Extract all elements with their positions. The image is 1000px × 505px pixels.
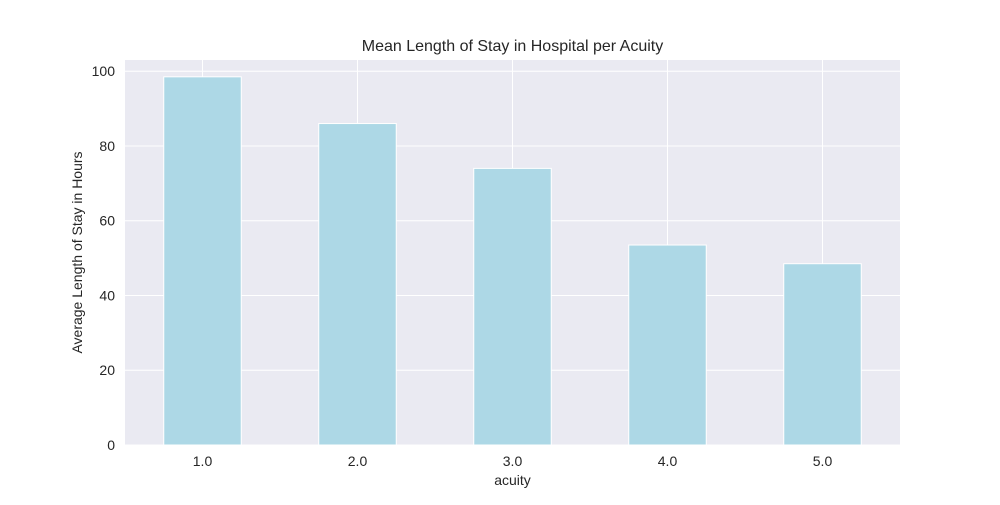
bars [163, 76, 862, 446]
bar [783, 263, 862, 446]
x-tick-label: 4.0 [658, 453, 678, 469]
x-tick-label: 5.0 [813, 453, 833, 469]
y-tick-label: 0 [107, 437, 115, 453]
x-tick-label: 2.0 [348, 453, 368, 469]
y-tick-label: 100 [92, 63, 116, 79]
bar [473, 167, 552, 446]
x-axis-label: acuity [494, 472, 531, 488]
y-tick-label: 20 [99, 362, 115, 378]
y-tick-label: 80 [99, 138, 115, 154]
y-tick-label: 40 [99, 287, 115, 303]
bar [318, 123, 397, 446]
bar [628, 244, 707, 446]
x-tick-label: 3.0 [503, 453, 523, 469]
y-tick-label: 60 [99, 213, 115, 229]
x-tick-label: 1.0 [193, 453, 213, 469]
bar [163, 76, 242, 446]
tick-labels: 0 20 40 60 80 100 1.0 2.0 3.0 4.0 5.0 [92, 63, 833, 469]
chart-title: Mean Length of Stay in Hospital per Acui… [362, 38, 664, 55]
y-axis-label: Average Length of Stay in Hours [69, 151, 85, 353]
